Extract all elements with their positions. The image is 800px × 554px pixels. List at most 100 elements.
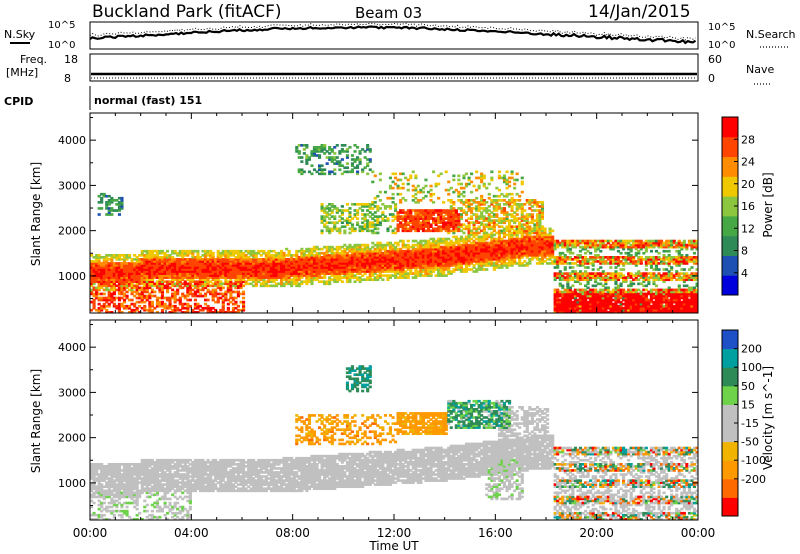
power-cell xyxy=(193,290,198,294)
power-cell xyxy=(492,205,496,208)
power-cell xyxy=(571,276,575,279)
power-cell xyxy=(581,272,585,275)
power-cell xyxy=(586,292,590,296)
power-cell xyxy=(497,241,502,245)
power-cell xyxy=(475,262,479,265)
power-cell xyxy=(318,276,322,279)
power-cell xyxy=(257,272,261,275)
power-cell xyxy=(242,306,246,310)
power-cell xyxy=(472,227,476,231)
power-cell xyxy=(150,282,154,286)
power-cell xyxy=(221,266,225,269)
power-cell xyxy=(510,264,514,267)
power-cell xyxy=(325,268,329,271)
power-cell xyxy=(454,225,458,229)
power-cell xyxy=(573,288,578,292)
power-cell xyxy=(216,280,220,284)
power-cell xyxy=(196,258,200,261)
power-cell xyxy=(282,264,286,267)
power-cell xyxy=(133,280,137,284)
power-cell xyxy=(356,223,360,227)
power-cell xyxy=(348,260,352,263)
power-cell xyxy=(391,231,395,235)
power-cell xyxy=(416,260,420,263)
power-cell xyxy=(434,254,438,257)
power-cell xyxy=(558,262,562,265)
power-cell xyxy=(419,272,423,275)
power-cell xyxy=(520,225,524,229)
power-cell xyxy=(325,280,329,284)
power-cell xyxy=(328,280,332,284)
power-cell xyxy=(92,268,96,271)
power-cell xyxy=(563,258,567,261)
power-cell xyxy=(561,311,565,313)
power-cell xyxy=(300,247,304,251)
power-cell xyxy=(429,211,433,214)
power-cell xyxy=(158,274,162,277)
power-cell xyxy=(312,264,317,267)
power-cell xyxy=(378,223,382,227)
power-cell xyxy=(160,294,165,298)
power-cell xyxy=(163,284,167,288)
power-cell xyxy=(168,300,172,304)
power-cell xyxy=(414,221,418,225)
power-cell xyxy=(259,276,263,279)
power-cell xyxy=(371,201,375,204)
power-cell xyxy=(589,300,593,304)
power-cell xyxy=(318,168,322,172)
power-cell xyxy=(383,254,388,257)
power-cell xyxy=(305,160,309,163)
power-cell xyxy=(378,190,382,194)
power-cell xyxy=(148,249,152,253)
power-cell xyxy=(117,270,122,273)
power-cell xyxy=(353,256,357,259)
power-cell xyxy=(561,256,565,259)
power-cell xyxy=(553,239,557,243)
power-cell xyxy=(158,249,162,253)
power-cell xyxy=(300,268,304,271)
power-cell xyxy=(543,235,547,239)
power-cell xyxy=(530,199,534,202)
power-cell xyxy=(447,262,451,265)
power-cell xyxy=(508,221,512,225)
power-cell xyxy=(366,243,370,247)
power-cell xyxy=(345,268,350,271)
power-cell xyxy=(148,268,152,271)
power-cell xyxy=(543,247,547,251)
power-cell xyxy=(414,192,418,196)
power-cell xyxy=(457,245,461,249)
power-cell xyxy=(107,211,111,214)
power-cell xyxy=(117,207,122,210)
power-cell xyxy=(505,258,509,261)
power-cell xyxy=(485,247,489,251)
power-cell xyxy=(178,249,182,253)
power-cell xyxy=(487,254,491,257)
power-cell xyxy=(102,262,106,265)
power-cell xyxy=(581,300,585,304)
power-cell xyxy=(404,272,408,275)
power-cell xyxy=(153,306,157,310)
power-cell xyxy=(373,260,377,263)
power-cell xyxy=(307,158,312,161)
power-cell xyxy=(530,243,534,247)
power-cell xyxy=(515,237,519,241)
power-cell xyxy=(312,152,317,155)
power-cell xyxy=(452,262,456,265)
power-cell xyxy=(502,233,507,237)
power-cell xyxy=(500,264,504,267)
power-cell xyxy=(358,245,362,249)
power-cell xyxy=(475,176,479,180)
power-cell xyxy=(439,227,443,231)
power-cell xyxy=(262,278,266,282)
power-cell xyxy=(556,276,560,279)
power-cell xyxy=(335,260,339,263)
power-cell xyxy=(128,282,132,286)
power-cell xyxy=(214,262,218,265)
power-cell xyxy=(140,276,144,279)
power-cell xyxy=(396,260,400,263)
power-cell xyxy=(467,237,471,241)
power-cell xyxy=(201,306,205,310)
power-cell xyxy=(563,290,567,294)
power-cell xyxy=(538,241,542,245)
